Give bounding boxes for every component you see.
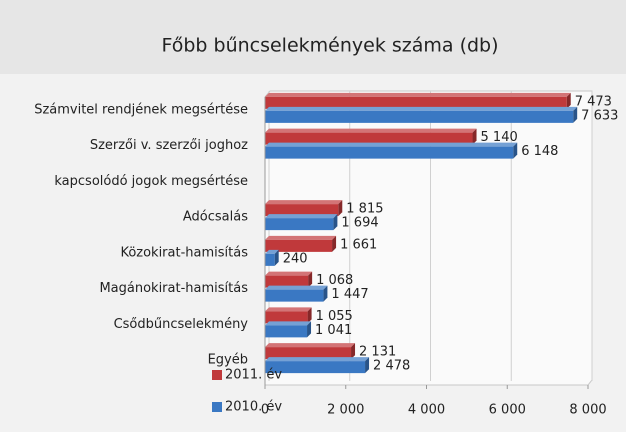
value-label: 6 148 (521, 144, 558, 159)
bar-top (265, 92, 571, 97)
value-label: 5 140 (481, 130, 518, 145)
bar (265, 361, 366, 374)
bar (265, 239, 333, 252)
legend-swatch (212, 402, 222, 412)
value-label: 1 661 (340, 237, 377, 252)
bar-top (265, 142, 518, 147)
bar (265, 325, 308, 338)
y-tick-label: Csődbűncselekmény (114, 317, 249, 332)
bar-side (338, 200, 343, 217)
bar-side (332, 235, 337, 252)
bar-top (265, 307, 312, 312)
y-tick-label: Adócsalás (183, 210, 248, 225)
bar (265, 146, 514, 159)
value-label: 7 473 (575, 94, 612, 109)
y-tick-label: Szerzői v. szerzői joghoz (90, 138, 248, 153)
legend-label: 2011. év (225, 368, 282, 383)
bar (265, 204, 339, 217)
bar-side (307, 321, 312, 338)
bar-side (365, 357, 370, 374)
value-label: 2 478 (373, 359, 410, 374)
value-label: 1 041 (315, 323, 352, 338)
bar-side (566, 92, 571, 109)
value-label: 1 055 (316, 309, 353, 324)
bar-top (265, 235, 337, 240)
value-label: 1 815 (346, 202, 383, 217)
bar-side (513, 142, 518, 159)
bar-side (308, 271, 313, 288)
value-label: 7 633 (581, 108, 618, 123)
bar-side (573, 106, 578, 123)
value-label: 1 447 (331, 287, 368, 302)
bar-top (265, 343, 356, 348)
bar (265, 132, 473, 145)
bar (265, 253, 275, 266)
bar (265, 275, 309, 288)
bar-top (265, 357, 370, 362)
bar (265, 347, 352, 360)
legend-label: 2010. év (225, 400, 282, 415)
x-tick-label: 4 000 (408, 403, 445, 418)
bar-top (265, 128, 477, 133)
value-label: 1 694 (341, 216, 378, 231)
bar-top (265, 200, 343, 205)
bar-top (265, 249, 279, 254)
chart-title: Főbb bűncselekmények száma (db) (161, 35, 498, 57)
bar (265, 96, 567, 109)
bar-side (472, 128, 477, 145)
y-tick-label: Közokirat-hamisítás (120, 245, 248, 260)
bar-side (333, 214, 338, 231)
bar (265, 311, 308, 324)
y-tick-label: kapcsolódó jogok megsértése (54, 174, 248, 189)
x-tick-label: 0 (261, 403, 269, 418)
legend-swatch (212, 370, 222, 380)
value-label: 1 068 (316, 273, 353, 288)
x-tick-label: 8 000 (569, 403, 606, 418)
bar (265, 110, 574, 123)
bar-top (265, 271, 313, 276)
value-label: 240 (283, 251, 308, 266)
bar-top (265, 285, 328, 290)
x-tick-label: 6 000 (489, 403, 526, 418)
bar-top (265, 214, 338, 219)
value-label: 2 131 (359, 345, 396, 360)
title-band (0, 0, 626, 74)
x-tick-label: 2 000 (327, 403, 364, 418)
bar-top (265, 321, 312, 326)
bar (265, 218, 334, 231)
bar-side (351, 343, 356, 360)
bar (265, 289, 324, 302)
bar-side (307, 307, 312, 324)
y-tick-label: Számvitel rendjének megsértése (34, 102, 248, 117)
y-tick-label: Egyéb (208, 353, 248, 368)
bar-side (323, 285, 328, 302)
bar-side (274, 249, 279, 266)
y-tick-label: Magánokirat-hamisítás (99, 281, 248, 296)
bar-top (265, 106, 578, 111)
